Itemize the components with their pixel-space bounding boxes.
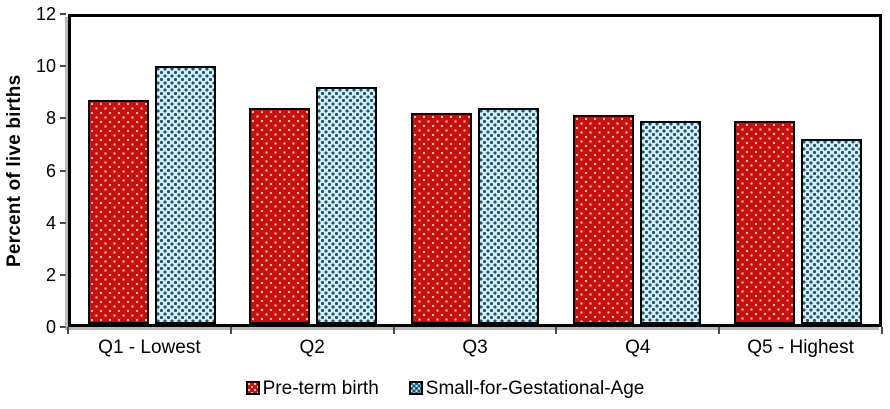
legend-item: Small-for-Gestational-Age (408, 377, 645, 399)
bar-s1 (639, 121, 701, 324)
bar-s1 (154, 66, 216, 324)
bar-s1 (801, 139, 863, 324)
x-axis-label: Q2 (299, 337, 325, 358)
y-tick-label: 12 (35, 4, 56, 24)
plot-area (68, 14, 882, 327)
bar-s1 (316, 87, 378, 324)
bar-s0 (410, 113, 472, 324)
x-axis-labels: Q1 - Lowest Q2 Q3 Q4 Q5 - Highest (68, 337, 882, 359)
x-axis-label: Q3 (462, 337, 488, 358)
bar-s1 (477, 108, 539, 324)
legend-swatch-small-for-gestational-age (408, 381, 423, 395)
bar-group (71, 17, 233, 324)
x-tick-mark (229, 327, 232, 334)
y-tick-label: 10 (35, 56, 56, 77)
y-tick-mark (60, 13, 66, 15)
bar-group (717, 17, 879, 324)
y-tick-mark (60, 65, 66, 68)
y-tick-label: 6 (45, 160, 56, 181)
x-axis-label: Q5 - Highest (747, 337, 854, 358)
y-tick-mark (60, 326, 66, 328)
legend: Pre-term birth Small-for-Gestational-Age (0, 375, 890, 401)
y-tick-mark (60, 169, 66, 172)
legend-swatch-pre-term-birth (245, 381, 260, 395)
bar-s0 (734, 121, 796, 324)
x-tick-mark (392, 327, 395, 334)
y-tick-label: 2 (45, 264, 56, 285)
x-axis-label: Q1 - Lowest (98, 337, 201, 358)
y-tick-label: 0 (45, 317, 56, 337)
legend-label: Small-for-Gestational-Age (425, 377, 645, 399)
x-tick-mark (718, 327, 721, 334)
y-tick-mark (60, 117, 66, 120)
y-tick-label: 8 (45, 108, 56, 129)
y-tick-mark (60, 273, 66, 276)
legend-item: Pre-term birth (245, 377, 379, 399)
bar-s0 (572, 115, 634, 324)
x-axis-label: Q4 (625, 337, 651, 358)
legend-label: Pre-term birth (262, 377, 379, 399)
x-tick-mark (67, 327, 69, 334)
bar-group (394, 17, 556, 324)
y-axis-ticks: 0 2 4 6 8 10 12 (0, 5, 66, 336)
x-axis-tick-marks (67, 327, 883, 334)
bar-group (233, 17, 395, 324)
bar-s0 (249, 108, 311, 324)
y-tick-label: 4 (45, 212, 56, 233)
bar-s0 (87, 100, 149, 324)
y-tick-mark (60, 221, 66, 224)
x-tick-mark (881, 327, 883, 334)
x-tick-mark (555, 327, 558, 334)
bar-group (556, 17, 718, 324)
